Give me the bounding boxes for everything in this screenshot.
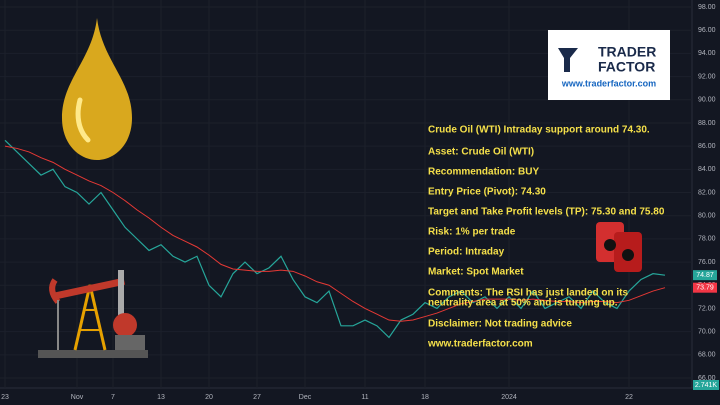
y-tick-label: 94.00	[698, 50, 716, 57]
logo-text: TRADER	[598, 44, 656, 60]
note-text: Target and Take Profit levels (TP): 75.3…	[428, 207, 665, 218]
volume-badge	[693, 380, 719, 390]
note-text: Comments: The RSI has just landed on its	[428, 288, 628, 299]
x-tick-label: 22	[625, 394, 633, 401]
series-line	[4, 139, 666, 339]
y-tick-label: 96.00	[698, 27, 716, 34]
y-tick-label: 98.00	[698, 4, 716, 11]
logo-url: www.traderfactor.com	[561, 78, 656, 88]
x-tick-label: 7	[111, 394, 115, 401]
y-tick-label: 90.00	[698, 97, 716, 104]
x-tick-label: 20	[205, 394, 213, 401]
oil-drop-highlight	[75, 97, 91, 143]
note-text: Crude Oil (WTI) Intraday support around …	[428, 125, 650, 136]
note-text: Recommendation: BUY	[428, 167, 539, 178]
oil-barrels	[596, 222, 642, 272]
note-text: Disclaimer: Not trading advice	[428, 319, 572, 330]
price-badge-label: 74.87	[696, 272, 714, 279]
x-tick-label: 13	[157, 394, 165, 401]
pump-jack	[38, 270, 148, 358]
y-tick-label: 70.00	[698, 328, 716, 335]
logo-icon	[558, 48, 578, 72]
y-tick-label: 92.00	[698, 73, 716, 80]
y-tick-label: 80.00	[698, 213, 716, 220]
note-text: Entry Price (Pivot): 74.30	[428, 187, 546, 198]
x-tick-label: Nov	[71, 394, 84, 401]
volume-label: 2.741K	[695, 382, 718, 389]
y-tick-label: 84.00	[698, 166, 716, 173]
logo-text: FACTOR	[598, 59, 655, 75]
y-tick-label: 66.00	[698, 375, 716, 382]
note-text: Period: Intraday	[428, 247, 505, 258]
x-tick-label: 2024	[501, 394, 517, 401]
note-text: Asset: Crude Oil (WTI)	[428, 147, 534, 158]
x-tick-label: 23	[1, 394, 9, 401]
y-tick-label: 68.00	[698, 352, 716, 359]
x-tick-label: 11	[361, 394, 368, 401]
y-tick-label: 72.00	[698, 305, 716, 312]
y-tick-label: 88.00	[698, 120, 716, 127]
price-badge-label: 73.79	[696, 285, 714, 292]
note-text: Market: Spot Market	[428, 267, 524, 278]
note-text: www.traderfactor.com	[427, 339, 533, 350]
y-tick-label: 78.00	[698, 236, 716, 243]
x-tick-label: 27	[253, 394, 261, 401]
y-tick-label: 76.00	[698, 259, 716, 266]
y-tick-label: 82.00	[698, 189, 716, 196]
note-text: neutrality area at 50% and is turning up…	[428, 298, 618, 309]
series-line	[4, 145, 666, 322]
note-text: Risk: 1% per trade	[428, 227, 516, 238]
x-tick-label: 18	[421, 394, 429, 401]
price-badge	[693, 282, 717, 293]
y-tick-label: 86.00	[698, 143, 716, 150]
price-badge	[693, 270, 717, 281]
x-tick-label: Dec	[299, 394, 312, 401]
